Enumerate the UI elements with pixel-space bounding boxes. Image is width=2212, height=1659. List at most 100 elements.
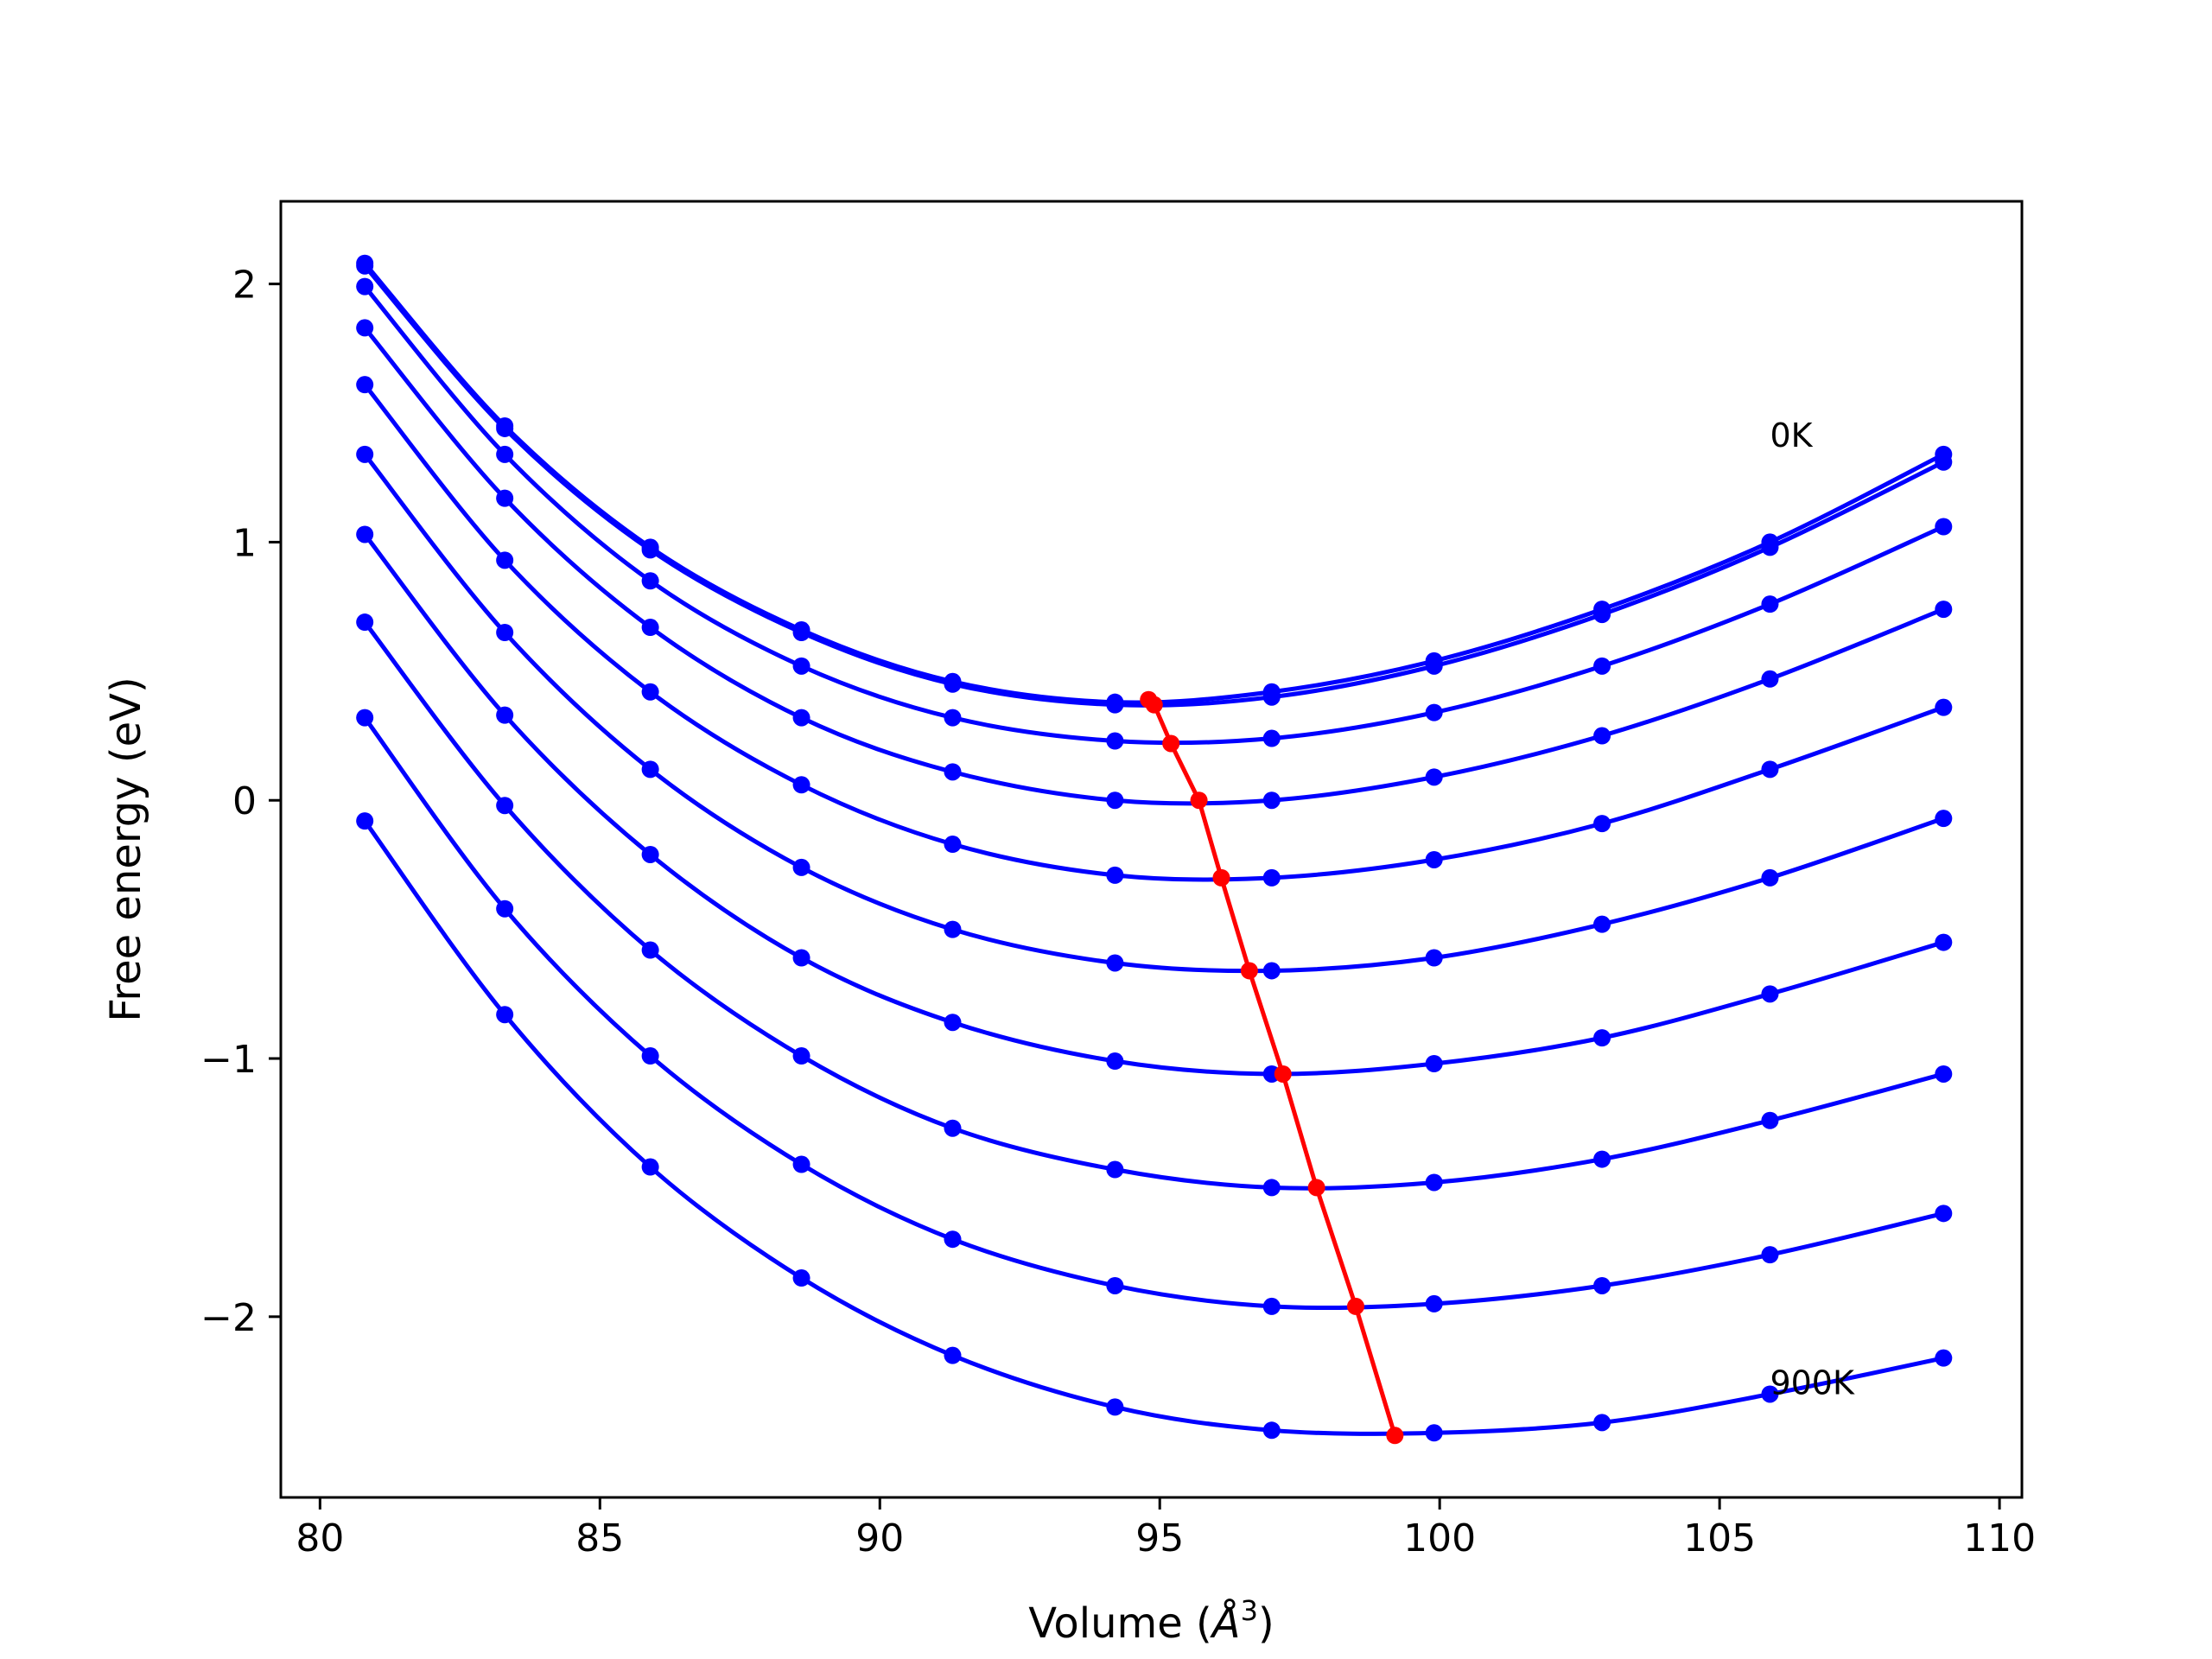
data-point-3-5 (1106, 791, 1124, 810)
minimum-point-2 (1162, 734, 1180, 753)
data-point-2-1 (496, 445, 514, 463)
data-point-6-7 (1425, 1055, 1443, 1073)
data-point-5-5 (1106, 954, 1124, 972)
data-point-1-3 (792, 624, 810, 642)
y-axis-label: Free energy (eV) (102, 677, 150, 1021)
data-point-8-1 (496, 899, 514, 918)
data-point-1-10 (1935, 453, 1953, 471)
data-point-2-3 (792, 657, 810, 675)
y-tick-label-1: −1 (200, 1038, 257, 1082)
plot-frame (279, 200, 2024, 1499)
x-tick-label-6: 110 (1963, 1516, 2036, 1560)
data-point-7-7 (1425, 1173, 1443, 1192)
data-point-2-8 (1593, 657, 1611, 675)
data-point-8-10 (1935, 1205, 1953, 1223)
data-point-4-5 (1106, 866, 1124, 884)
data-point-3-6 (1262, 791, 1281, 810)
y-tick-label-0: −2 (200, 1296, 257, 1340)
data-point-9-5 (1106, 1398, 1124, 1416)
data-point-3-3 (792, 709, 810, 727)
x-axis-label-symbol: Å (1210, 1599, 1241, 1648)
data-point-8-8 (1593, 1276, 1611, 1294)
data-point-7-1 (496, 797, 514, 815)
data-point-1-7 (1425, 657, 1443, 675)
data-point-1-5 (1106, 696, 1124, 714)
data-point-1-8 (1593, 606, 1611, 624)
data-point-5-6 (1262, 962, 1281, 980)
data-point-5-7 (1425, 949, 1443, 967)
data-point-5-9 (1761, 868, 1779, 887)
data-point-3-8 (1593, 727, 1611, 745)
data-point-2-5 (1106, 732, 1124, 750)
y-tick-label-4: 2 (232, 264, 257, 308)
data-point-4-1 (496, 551, 514, 569)
x-tick-label-1: 85 (575, 1516, 624, 1560)
minimum-point-5 (1240, 962, 1258, 980)
data-point-9-4 (944, 1346, 962, 1364)
data-point-6-0 (356, 525, 374, 543)
data-point-9-3 (792, 1269, 810, 1287)
data-point-1-9 (1761, 538, 1779, 556)
data-point-3-9 (1761, 670, 1779, 688)
minimum-point-9 (1386, 1427, 1404, 1445)
data-point-2-10 (1935, 518, 1953, 536)
data-point-9-6 (1262, 1421, 1281, 1440)
annotation-0: 0K (1770, 416, 1813, 454)
data-point-6-8 (1593, 1029, 1611, 1047)
x-axis-label: Volume (Å3) (1028, 1594, 1274, 1648)
minimum-point-6 (1274, 1065, 1292, 1083)
data-point-6-2 (641, 845, 659, 863)
y-axis-ticks: −2 −1 0 1 2 (200, 264, 281, 1340)
data-point-9-8 (1593, 1414, 1611, 1432)
data-point-7-2 (641, 941, 659, 959)
data-point-3-0 (356, 319, 374, 337)
series-line-9 (363, 819, 1944, 1436)
data-point-6-3 (792, 949, 810, 967)
data-point-2-7 (1425, 703, 1443, 721)
data-point-5-1 (496, 624, 514, 642)
data-point-6-1 (496, 706, 514, 724)
y-tick-label-2: 0 (232, 779, 257, 823)
minimum-point-4 (1212, 868, 1230, 887)
minimum-point-1 (1145, 696, 1163, 714)
data-point-2-0 (356, 277, 374, 296)
minimum-path-line (1147, 697, 1397, 1437)
data-point-1-1 (496, 419, 514, 437)
data-point-3-1 (496, 489, 514, 507)
data-point-1-0 (356, 257, 374, 275)
x-tick-label-4: 100 (1403, 1516, 1476, 1560)
minimum-point-8 (1346, 1297, 1364, 1315)
data-point-4-0 (356, 376, 374, 394)
data-point-4-6 (1262, 868, 1281, 887)
data-point-7-6 (1262, 1179, 1281, 1197)
data-point-2-4 (944, 709, 962, 727)
minimum-point-3 (1190, 791, 1208, 810)
minimum-point-7 (1307, 1179, 1325, 1197)
data-point-9-1 (496, 1006, 514, 1024)
data-point-5-4 (944, 920, 962, 938)
data-point-2-2 (641, 572, 659, 590)
data-point-4-4 (944, 836, 962, 854)
x-tick-label-3: 95 (1135, 1516, 1184, 1560)
data-point-5-0 (356, 445, 374, 463)
data-point-1-6 (1262, 688, 1281, 706)
x-axis-label-exponent: 3 (1241, 1594, 1258, 1627)
data-point-8-6 (1262, 1297, 1281, 1315)
x-tick-label-5: 105 (1683, 1516, 1756, 1560)
data-point-5-3 (792, 858, 810, 876)
x-tick-label-0: 80 (296, 1516, 344, 1560)
data-point-8-5 (1106, 1276, 1124, 1294)
data-point-9-10 (1935, 1349, 1953, 1367)
data-point-4-8 (1593, 815, 1611, 833)
annotations: 0K 900K (1770, 416, 1855, 1402)
data-point-7-8 (1593, 1150, 1611, 1168)
data-point-2-6 (1262, 729, 1281, 747)
data-point-3-2 (641, 619, 659, 637)
x-axis-ticks: 80 85 90 95 100 105 110 (296, 1497, 2036, 1560)
data-point-1-2 (641, 541, 659, 559)
data-point-7-3 (792, 1047, 810, 1065)
curves-layer (356, 254, 1953, 1442)
data-point-8-9 (1761, 1246, 1779, 1264)
